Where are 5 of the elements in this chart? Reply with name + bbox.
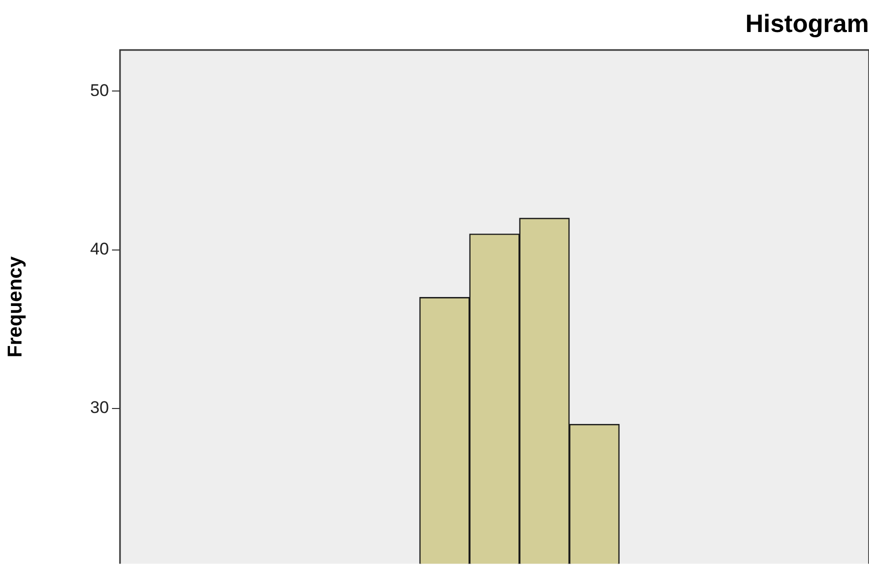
y-tick-label: 40: [90, 240, 109, 258]
y-tick-label: 50: [90, 80, 109, 100]
y-axis-title: Frequency: [4, 255, 27, 358]
y-tick-label: 30: [90, 398, 109, 418]
chart-title: Histogram: [745, 10, 869, 38]
